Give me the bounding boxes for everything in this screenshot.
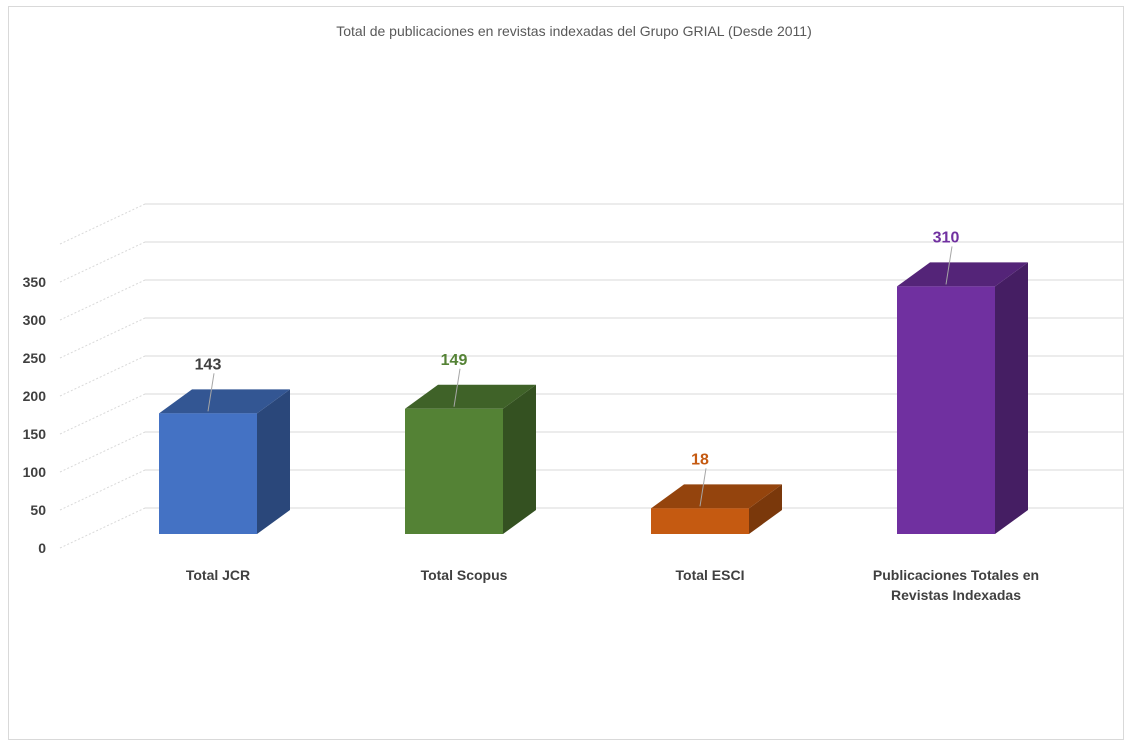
- category-label: Publicaciones Totales en: [873, 567, 1039, 583]
- data-labels: 143 149 18 310: [195, 229, 960, 507]
- category-label: Revistas Indexadas: [891, 587, 1021, 603]
- y-axis-ticks: 0 50 100 150 200 250 300 350: [23, 274, 47, 556]
- bar-side: [995, 262, 1028, 534]
- category-label: Total JCR: [186, 567, 250, 583]
- bar-side: [749, 484, 782, 534]
- data-label: 149: [441, 352, 468, 369]
- data-label-leader: [207, 373, 215, 412]
- bar-top: [897, 262, 1028, 287]
- grid-diagonal: [59, 431, 146, 473]
- grid-diagonal: [59, 317, 146, 359]
- bar-1: [405, 384, 536, 534]
- category-labels: Total JCR Total Scopus Total ESCI Publicaci…: [186, 567, 1039, 603]
- data-label: 310: [933, 229, 960, 246]
- chart-title: Total de publicaciones en revistas index…: [336, 23, 812, 39]
- grid-diagonal: [59, 393, 146, 435]
- bar-top: [159, 389, 290, 414]
- bar-front: [897, 286, 995, 534]
- grid-diagonal: [59, 241, 146, 283]
- bar-side: [503, 384, 536, 534]
- y-tick-label: 200: [23, 388, 47, 404]
- y-tick-label: 100: [23, 464, 47, 480]
- y-tick-label: 50: [30, 502, 46, 518]
- bar-front: [405, 408, 503, 534]
- bar-top: [651, 484, 782, 509]
- bar-front: [159, 413, 257, 534]
- bar-3: [897, 262, 1028, 534]
- data-label: 18: [691, 451, 709, 468]
- y-tick-label: 250: [23, 350, 47, 366]
- data-label-leader: [699, 468, 707, 507]
- y-tick-label: 350: [23, 274, 47, 290]
- y-tick-label: 150: [23, 426, 47, 442]
- data-label: 143: [195, 356, 222, 373]
- bar-side: [257, 389, 290, 534]
- bar-front: [651, 508, 749, 534]
- data-label-leader: [453, 368, 461, 407]
- grid-diagonal: [59, 203, 146, 245]
- category-label: Total Scopus: [421, 567, 508, 583]
- grid-diagonal: [59, 507, 146, 549]
- data-label-leader: [945, 246, 953, 285]
- bar-2: [651, 484, 782, 534]
- y-tick-label: 0: [38, 540, 46, 556]
- bar-0: [159, 389, 290, 534]
- bar-top: [405, 384, 536, 409]
- grid-diagonal: [59, 469, 146, 511]
- bars: [159, 262, 1028, 534]
- y-tick-label: 300: [23, 312, 47, 328]
- grid-diagonal: [59, 355, 146, 397]
- grid-diagonal: [59, 279, 146, 321]
- category-label: Total ESCI: [676, 567, 745, 583]
